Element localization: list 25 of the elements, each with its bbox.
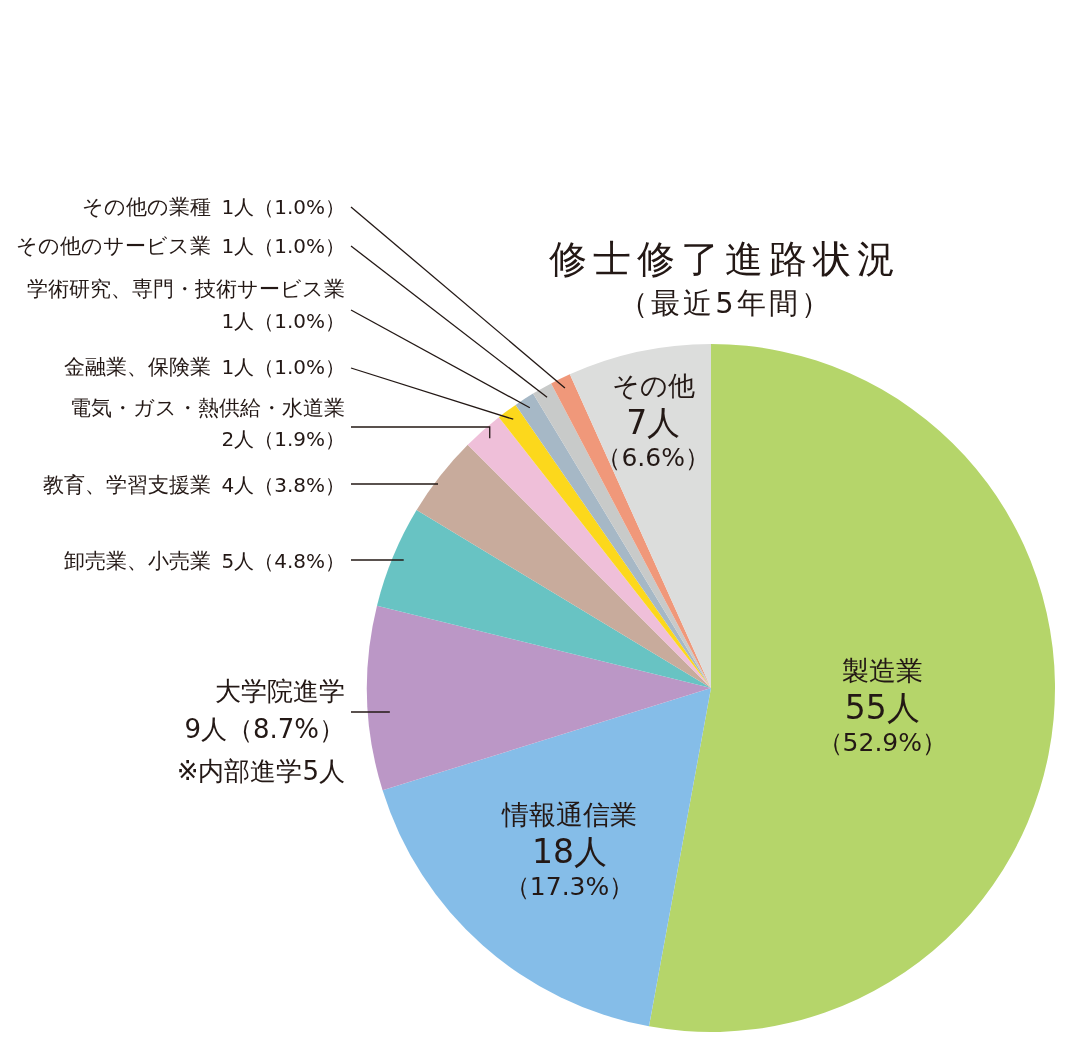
text: 修士修了進路状況: [549, 237, 901, 281]
slice-label: 製造業: [841, 654, 923, 686]
text: （最近5年間）: [619, 286, 833, 320]
data-label: 5人（4.8%）: [221, 549, 345, 573]
data-label: 9人（8.7%）: [184, 714, 345, 744]
slice-label: その他の業種: [81, 195, 211, 219]
data-label: 1人（1.0%）: [221, 309, 345, 333]
data-label: 4人（3.8%）: [221, 473, 345, 497]
slice-label: その他のサービス業: [15, 234, 211, 258]
data-label: 2人（1.9%）: [221, 427, 345, 451]
data-label: 7人（6.6%）: [596, 402, 710, 472]
data-label: 55人（52.9%）: [817, 687, 948, 757]
slice-label: 学術研究、専門・技術サービス業: [27, 277, 345, 301]
text: ※内部進学5人: [176, 755, 345, 786]
data-label: 18人（17.3%）: [504, 831, 635, 901]
slice-label: 金融業、保険業: [63, 355, 211, 379]
slice-label: 電気・ガス・熱供給・水道業: [70, 396, 345, 420]
slice-label: その他: [611, 369, 695, 401]
slice-label: 大学院進学: [215, 676, 345, 706]
data-label: 1人（1.0%）: [221, 234, 345, 258]
data-label: 1人（1.0%）: [221, 355, 345, 379]
slice-label: 卸売業、小売業: [63, 549, 211, 573]
slice-label: 教育、学習支援業: [42, 473, 211, 497]
data-label: 1人（1.0%）: [221, 195, 345, 219]
slice-label: 情報通信業: [501, 798, 638, 830]
